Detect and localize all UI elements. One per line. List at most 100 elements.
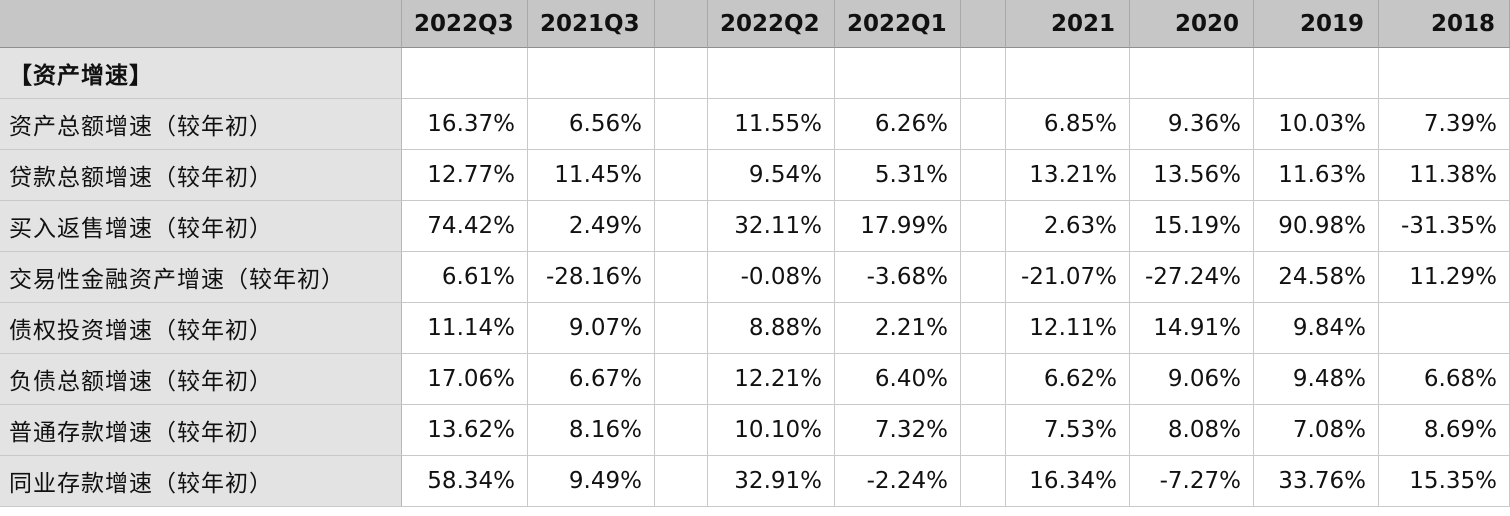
data-cell[interactable]: 6.56% bbox=[528, 99, 655, 150]
data-cell[interactable]: 7.53% bbox=[1006, 405, 1130, 456]
data-cell[interactable]: 2.63% bbox=[1006, 201, 1130, 252]
data-cell[interactable] bbox=[655, 99, 708, 150]
data-cell[interactable]: 32.11% bbox=[708, 201, 835, 252]
data-cell[interactable]: 6.61% bbox=[402, 252, 528, 303]
data-cell[interactable]: 13.62% bbox=[402, 405, 528, 456]
data-cell[interactable] bbox=[961, 150, 1006, 201]
data-cell[interactable] bbox=[655, 405, 708, 456]
data-cell[interactable]: 74.42% bbox=[402, 201, 528, 252]
corner-header-cell[interactable] bbox=[0, 0, 402, 48]
data-cell[interactable] bbox=[961, 405, 1006, 456]
data-cell[interactable]: 13.56% bbox=[1130, 150, 1254, 201]
data-cell[interactable]: 7.39% bbox=[1379, 99, 1510, 150]
data-cell[interactable]: 11.38% bbox=[1379, 150, 1510, 201]
empty-cell[interactable] bbox=[1379, 48, 1510, 99]
column-header-2022q1[interactable]: 2022Q1 bbox=[835, 0, 961, 48]
data-cell[interactable]: 8.16% bbox=[528, 405, 655, 456]
data-cell[interactable]: 12.21% bbox=[708, 354, 835, 405]
data-cell[interactable]: -0.08% bbox=[708, 252, 835, 303]
data-cell[interactable] bbox=[961, 201, 1006, 252]
data-cell[interactable]: 17.99% bbox=[835, 201, 961, 252]
data-cell[interactable]: 15.19% bbox=[1130, 201, 1254, 252]
data-cell[interactable] bbox=[961, 303, 1006, 354]
section-title-cell[interactable]: 【资产增速】 bbox=[0, 48, 402, 99]
data-cell[interactable]: 8.08% bbox=[1130, 405, 1254, 456]
data-cell[interactable]: 9.06% bbox=[1130, 354, 1254, 405]
data-cell[interactable]: 9.49% bbox=[528, 456, 655, 507]
data-cell[interactable]: 9.54% bbox=[708, 150, 835, 201]
row-label-cell[interactable]: 同业存款增速（较年初） bbox=[0, 456, 402, 507]
data-cell[interactable]: 16.37% bbox=[402, 99, 528, 150]
data-cell[interactable] bbox=[655, 303, 708, 354]
data-cell[interactable]: 6.40% bbox=[835, 354, 961, 405]
data-cell[interactable]: 14.91% bbox=[1130, 303, 1254, 354]
data-cell[interactable]: 6.62% bbox=[1006, 354, 1130, 405]
data-cell[interactable]: 2.21% bbox=[835, 303, 961, 354]
data-cell[interactable]: -7.27% bbox=[1130, 456, 1254, 507]
data-cell[interactable]: 33.76% bbox=[1254, 456, 1379, 507]
column-header-spacer[interactable] bbox=[655, 0, 708, 48]
data-cell[interactable]: 15.35% bbox=[1379, 456, 1510, 507]
row-label-cell[interactable]: 交易性金融资产增速（较年初） bbox=[0, 252, 402, 303]
empty-cell[interactable] bbox=[835, 48, 961, 99]
data-cell[interactable]: 6.67% bbox=[528, 354, 655, 405]
row-label-cell[interactable]: 贷款总额增速（较年初） bbox=[0, 150, 402, 201]
empty-cell[interactable] bbox=[655, 48, 708, 99]
data-cell[interactable]: 90.98% bbox=[1254, 201, 1379, 252]
data-cell[interactable]: 8.69% bbox=[1379, 405, 1510, 456]
data-cell[interactable] bbox=[961, 354, 1006, 405]
data-cell[interactable] bbox=[1379, 303, 1510, 354]
data-cell[interactable]: 5.31% bbox=[835, 150, 961, 201]
column-header-2021q3[interactable]: 2021Q3 bbox=[528, 0, 655, 48]
data-cell[interactable]: 16.34% bbox=[1006, 456, 1130, 507]
data-cell[interactable] bbox=[961, 99, 1006, 150]
data-cell[interactable]: 2.49% bbox=[528, 201, 655, 252]
data-cell[interactable]: -27.24% bbox=[1130, 252, 1254, 303]
data-cell[interactable]: 11.63% bbox=[1254, 150, 1379, 201]
data-cell[interactable]: 7.08% bbox=[1254, 405, 1379, 456]
column-header-2021[interactable]: 2021 bbox=[1006, 0, 1130, 48]
data-cell[interactable]: 11.29% bbox=[1379, 252, 1510, 303]
empty-cell[interactable] bbox=[1254, 48, 1379, 99]
row-label-cell[interactable]: 负债总额增速（较年初） bbox=[0, 354, 402, 405]
data-cell[interactable]: 6.26% bbox=[835, 99, 961, 150]
data-cell[interactable]: 17.06% bbox=[402, 354, 528, 405]
data-cell[interactable] bbox=[655, 201, 708, 252]
data-cell[interactable]: 11.55% bbox=[708, 99, 835, 150]
data-cell[interactable]: -3.68% bbox=[835, 252, 961, 303]
data-cell[interactable] bbox=[961, 456, 1006, 507]
data-cell[interactable]: 58.34% bbox=[402, 456, 528, 507]
data-cell[interactable]: -2.24% bbox=[835, 456, 961, 507]
empty-cell[interactable] bbox=[961, 48, 1006, 99]
column-header-2022q3[interactable]: 2022Q3 bbox=[402, 0, 528, 48]
row-label-cell[interactable]: 资产总额增速（较年初） bbox=[0, 99, 402, 150]
data-cell[interactable]: -31.35% bbox=[1379, 201, 1510, 252]
data-cell[interactable] bbox=[961, 252, 1006, 303]
column-header-2019[interactable]: 2019 bbox=[1254, 0, 1379, 48]
row-label-cell[interactable]: 债权投资增速（较年初） bbox=[0, 303, 402, 354]
data-cell[interactable]: 8.88% bbox=[708, 303, 835, 354]
data-cell[interactable] bbox=[655, 252, 708, 303]
data-cell[interactable]: 10.03% bbox=[1254, 99, 1379, 150]
column-header-spacer[interactable] bbox=[961, 0, 1006, 48]
row-label-cell[interactable]: 买入返售增速（较年初） bbox=[0, 201, 402, 252]
data-cell[interactable]: 13.21% bbox=[1006, 150, 1130, 201]
data-cell[interactable] bbox=[655, 354, 708, 405]
data-cell[interactable]: 24.58% bbox=[1254, 252, 1379, 303]
data-cell[interactable]: 9.84% bbox=[1254, 303, 1379, 354]
empty-cell[interactable] bbox=[402, 48, 528, 99]
column-header-2020[interactable]: 2020 bbox=[1130, 0, 1254, 48]
data-cell[interactable]: 32.91% bbox=[708, 456, 835, 507]
data-cell[interactable]: 6.85% bbox=[1006, 99, 1130, 150]
empty-cell[interactable] bbox=[1006, 48, 1130, 99]
empty-cell[interactable] bbox=[528, 48, 655, 99]
data-cell[interactable] bbox=[655, 150, 708, 201]
data-cell[interactable]: 11.45% bbox=[528, 150, 655, 201]
row-label-cell[interactable]: 普通存款增速（较年初） bbox=[0, 405, 402, 456]
data-cell[interactable] bbox=[655, 456, 708, 507]
data-cell[interactable]: 11.14% bbox=[402, 303, 528, 354]
data-cell[interactable]: 10.10% bbox=[708, 405, 835, 456]
data-cell[interactable]: 7.32% bbox=[835, 405, 961, 456]
data-cell[interactable]: 9.48% bbox=[1254, 354, 1379, 405]
data-cell[interactable]: -21.07% bbox=[1006, 252, 1130, 303]
